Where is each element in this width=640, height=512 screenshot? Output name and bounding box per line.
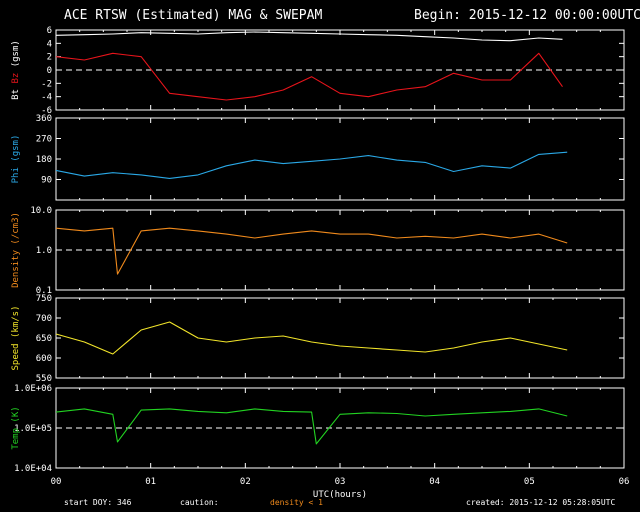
x-tick-label: 00 [51,477,62,487]
y-tick-label-speed: 650 [36,334,52,344]
y-tick-label-mag: -2 [41,79,52,89]
y-axis-label-part: Bz [11,73,21,89]
series-line-density [55,227,568,275]
x-tick-label: 02 [240,477,251,487]
y-tick-label-phi: 90 [41,176,52,186]
y-tick-label-temp: 1.0E+05 [14,424,52,434]
y-tick-label-mag: 2 [47,53,52,63]
y-axis-label-part: Bt [11,89,21,100]
series-line-speed [55,321,568,355]
x-axis-label: UTC(hours) [313,490,367,500]
y-tick-label-speed: 750 [36,294,52,304]
density-caution: density < 1 [270,498,323,507]
y-axis-label-temp: Temp (K) [11,406,21,449]
y-axis-label-density: Density (/cm3) [11,212,21,288]
series-line-temp [55,408,568,445]
y-tick-label-speed: 550 [36,374,52,384]
x-tick-label: 04 [429,477,440,487]
caution-label: caution: [180,498,219,507]
y-tick-label-speed: 700 [36,314,52,324]
y-tick-label-mag: 6 [47,26,52,36]
start-doy: start DOY: 346 [64,498,132,507]
panel-frame-speed [55,297,625,379]
y-tick-label-phi: 180 [36,155,52,165]
y-axis-label-phi: Phi (gsm) [11,135,21,184]
y-axis-label-part: (gsm) [11,40,21,73]
series-line-bt [55,31,563,42]
y-tick-label-temp: 1.0E+04 [14,464,52,474]
y-tick-label-phi: 360 [36,114,52,124]
chart-title: ACE RTSW (Estimated) MAG & SWEPAM [64,8,323,23]
x-tick-label: 03 [335,477,346,487]
y-tick-label-speed: 600 [36,354,52,364]
x-tick-label: 05 [524,477,535,487]
y-tick-label-temp: 1.0E+06 [14,384,52,394]
y-tick-label-mag: 0 [47,66,52,76]
begin-time: Begin: 2015-12-12 00:00:00UTC [414,8,640,23]
x-tick-label: 06 [619,477,630,487]
y-axis-label-mag: Bt Bz (gsm) [11,40,21,100]
y-tick-label-density: 1.0 [36,246,52,256]
y-tick-label-mag: 4 [47,39,52,49]
series-line-phi [55,151,568,179]
created-time: created: 2015-12-12 05:28:05UTC [466,498,616,507]
x-tick-label: 01 [145,477,156,487]
y-axis-label-speed: Speed (km/s) [11,305,21,370]
y-tick-label-density: 0.1 [36,286,52,296]
y-tick-label-density: 10.0 [30,206,52,216]
series-line-bz [55,52,563,101]
y-tick-label-mag: -6 [41,106,52,116]
y-tick-label-phi: 270 [36,135,52,145]
y-tick-label-mag: -4 [41,93,52,103]
